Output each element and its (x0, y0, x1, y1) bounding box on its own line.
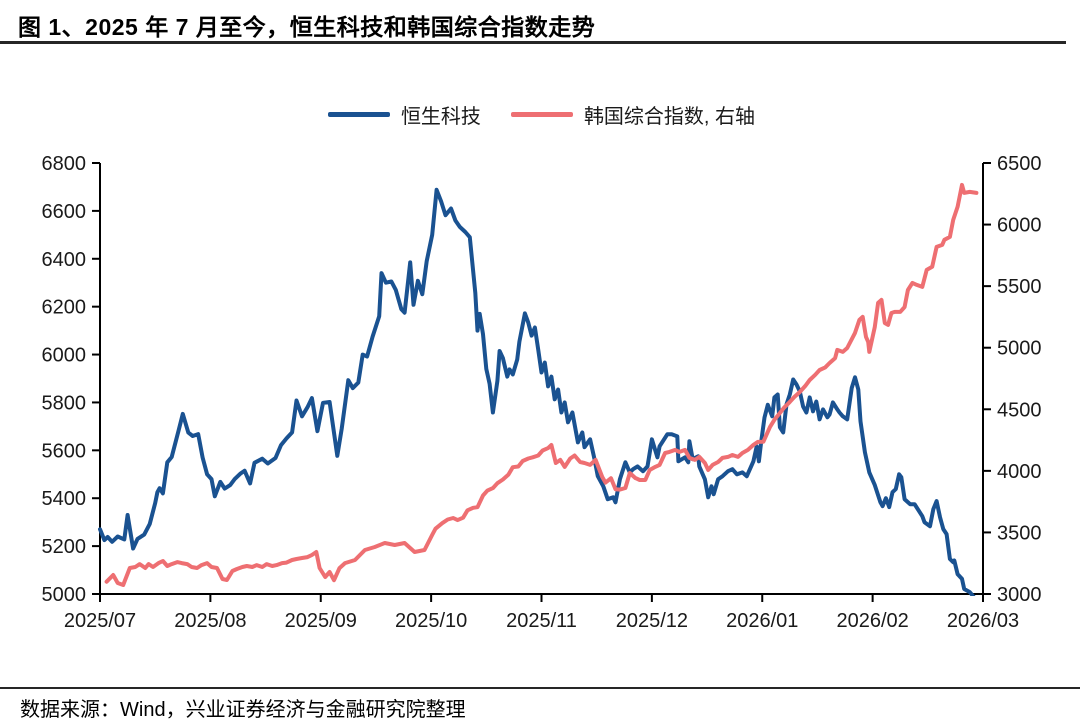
left-axis-tick-label: 5400 (42, 488, 87, 510)
x-axis-tick-label: 2025/10 (395, 610, 467, 632)
left-axis-tick-label: 6000 (42, 345, 87, 367)
x-axis-tick-label: 2026/01 (726, 610, 798, 632)
x-axis-tick-label: 2026/03 (947, 610, 1019, 632)
kospi-line-swatch (510, 111, 573, 117)
legend-label-hstech: 恒生科技 (400, 105, 481, 128)
right-axis-tick-label: 3500 (997, 522, 1042, 544)
left-axis-tick-label: 6600 (42, 201, 87, 223)
left-axis-tick-label: 6400 (42, 249, 87, 271)
x-axis-tick-label: 2025/12 (616, 610, 688, 632)
page-title: 图 1、2025 年 7 月至今，恒生科技和韩国综合指数走势 (18, 14, 596, 40)
x-axis-tick-label: 2025/08 (174, 610, 246, 632)
right-axis-tick-label: 5500 (997, 276, 1042, 298)
right-axis-tick-label: 6000 (997, 215, 1042, 237)
left-axis-tick-label: 5800 (42, 392, 87, 414)
footer-divider (0, 687, 1080, 689)
left-axis-tick-label: 6200 (42, 297, 87, 319)
left-axis-tick-label: 5600 (42, 440, 87, 462)
x-axis-tick-label: 2026/02 (836, 610, 908, 632)
data-source-note: 数据来源：Wind，兴业证券经济与金融研究院整理 (20, 699, 466, 721)
x-axis-tick-label: 2025/09 (285, 610, 357, 632)
right-axis-tick-label: 4500 (997, 399, 1042, 421)
legend-label-kospi: 韩国综合指数, 右轴 (583, 105, 756, 128)
hstech-line-swatch (327, 111, 390, 117)
legend-item-hstech: 恒生科技 (327, 100, 481, 129)
title-divider (0, 41, 1066, 44)
legend-item-kospi: 韩国综合指数, 右轴 (510, 100, 756, 129)
right-axis-tick-label: 4000 (997, 461, 1042, 483)
chart-legend: 恒生科技 韩国综合指数, 右轴 (100, 99, 983, 129)
x-axis-tick-label: 2025/11 (506, 610, 577, 632)
right-axis-tick-label: 5000 (997, 338, 1042, 360)
left-axis-tick-label: 5200 (42, 536, 87, 558)
kospi-line (104, 182, 979, 587)
right-axis-tick-label: 6500 (997, 153, 1042, 175)
hstech-line (98, 187, 976, 596)
left-axis-tick-label: 6800 (42, 153, 87, 175)
right-axis-tick-label: 3000 (997, 584, 1042, 606)
x-axis-tick-label: 2025/07 (64, 610, 136, 632)
left-axis-tick-label: 5000 (42, 584, 87, 606)
